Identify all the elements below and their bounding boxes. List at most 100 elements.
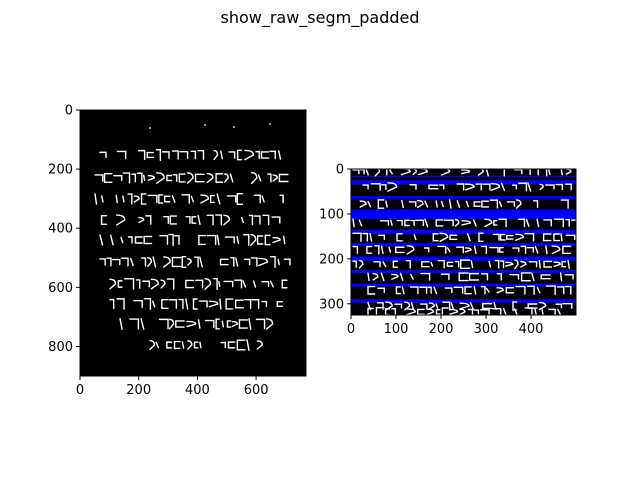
script-stroke xyxy=(395,246,405,254)
script-stroke xyxy=(545,285,556,296)
script-stroke xyxy=(358,259,364,269)
script-stroke xyxy=(161,151,170,159)
x-tick-label: 400 xyxy=(185,383,210,398)
script-stroke xyxy=(498,201,503,207)
script-stroke xyxy=(555,303,563,309)
script-stroke xyxy=(243,234,250,246)
script-stroke xyxy=(204,278,212,290)
script-stroke xyxy=(395,286,401,295)
x-tick-label: 300 xyxy=(474,322,499,337)
script-stroke xyxy=(193,341,199,349)
script-stroke xyxy=(352,260,357,268)
script-stroke xyxy=(250,171,258,185)
script-stroke xyxy=(437,245,447,254)
script-stroke xyxy=(231,321,239,327)
script-stroke xyxy=(235,257,239,267)
script-stroke xyxy=(135,279,141,289)
script-stroke xyxy=(269,150,276,160)
script-stroke xyxy=(456,200,461,208)
script-stroke xyxy=(484,218,493,228)
script-stroke xyxy=(181,255,187,269)
script-stroke xyxy=(491,307,502,316)
script-stroke xyxy=(225,298,234,310)
script-stroke xyxy=(420,272,431,281)
script-stroke xyxy=(147,257,152,267)
script-stroke xyxy=(204,319,215,329)
script-stroke xyxy=(464,247,472,253)
script-stroke xyxy=(256,235,264,245)
script-stroke xyxy=(399,272,404,281)
script-stroke xyxy=(545,184,555,190)
script-stroke xyxy=(377,234,386,240)
script-stroke xyxy=(99,151,107,159)
script-stroke xyxy=(362,184,369,190)
script-stroke xyxy=(230,257,235,267)
script-stroke xyxy=(466,233,471,242)
script-stroke xyxy=(454,260,460,268)
script-stroke xyxy=(178,298,184,310)
script-stroke xyxy=(279,194,284,204)
y-tick-label: 0 xyxy=(336,163,344,178)
script-stroke xyxy=(428,302,435,310)
script-stroke xyxy=(226,195,237,203)
script-stroke xyxy=(200,194,210,204)
segmented-panel: 0 100 200 300 400 0 100 200 300 xyxy=(319,163,580,337)
script-stroke xyxy=(526,247,535,253)
script-stroke xyxy=(358,219,363,227)
script-stroke xyxy=(564,183,572,191)
y-tick-label: 200 xyxy=(48,163,73,178)
script-stroke xyxy=(564,285,572,295)
x-tick-label: 600 xyxy=(244,383,269,398)
script-stroke xyxy=(453,286,464,294)
script-stroke xyxy=(147,175,156,181)
script-stroke xyxy=(209,194,215,204)
script-stroke xyxy=(548,308,556,316)
script-stroke xyxy=(500,182,506,192)
script-stroke xyxy=(213,149,219,161)
script-stroke xyxy=(428,184,439,190)
script-stroke xyxy=(133,299,143,309)
script-stroke xyxy=(352,232,362,242)
segmented-background xyxy=(351,169,576,315)
script-stroke xyxy=(465,200,469,208)
segmented-frame xyxy=(350,168,577,316)
script-stroke xyxy=(185,279,195,289)
script-stroke xyxy=(439,184,445,190)
separator-band xyxy=(351,270,576,274)
script-stroke xyxy=(122,195,125,203)
script-stroke xyxy=(106,257,112,267)
script-stroke xyxy=(565,218,570,227)
script-stroke xyxy=(352,245,359,254)
ink-speck xyxy=(233,126,235,128)
script-stroke xyxy=(120,257,129,267)
script-stroke xyxy=(152,300,156,308)
ink-speck xyxy=(204,124,206,126)
script-stroke xyxy=(502,307,507,317)
separator-band xyxy=(351,243,576,247)
separator-band xyxy=(351,209,576,220)
segmented-x-axis: 0 100 200 300 400 xyxy=(347,315,543,337)
script-stroke xyxy=(419,286,428,295)
script-stroke xyxy=(187,340,193,350)
script-stroke xyxy=(534,308,537,316)
script-stroke xyxy=(138,216,145,224)
script-stroke xyxy=(380,272,385,282)
script-stroke xyxy=(171,150,179,160)
script-stroke xyxy=(517,218,526,228)
script-stroke xyxy=(277,258,280,266)
script-stroke xyxy=(147,194,158,204)
script-stroke xyxy=(362,232,369,242)
script-stroke xyxy=(256,340,263,350)
script-stroke xyxy=(424,218,429,228)
script-stroke xyxy=(515,233,525,241)
script-stroke xyxy=(528,261,538,268)
script-stroke xyxy=(423,247,430,253)
script-stroke xyxy=(133,195,140,203)
script-stroke xyxy=(473,285,477,295)
script-stroke xyxy=(262,214,270,226)
script-stroke xyxy=(109,298,115,310)
script-stroke xyxy=(229,173,234,183)
script-stroke xyxy=(559,272,563,282)
script-stroke xyxy=(456,183,465,191)
script-stroke xyxy=(449,234,458,241)
